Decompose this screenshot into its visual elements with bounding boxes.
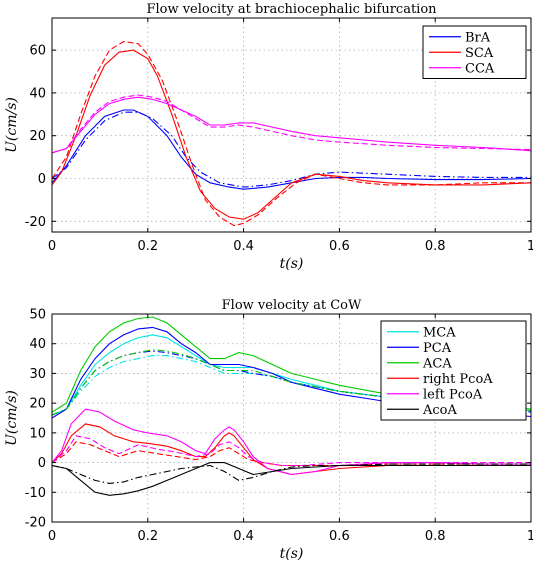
y-tick-label: 20 bbox=[29, 129, 46, 144]
x-tick-label: 0.6 bbox=[329, 529, 350, 544]
y-axis-label: U(cm/s) bbox=[4, 390, 20, 446]
x-axis-label: t(s) bbox=[280, 546, 304, 562]
series-line-magenta-dash bbox=[52, 435, 531, 467]
y-tick-label: -20 bbox=[25, 215, 46, 230]
y-tick-label: 10 bbox=[29, 426, 46, 441]
y-tick-label: 60 bbox=[29, 44, 46, 59]
legend-label: ACA bbox=[422, 356, 452, 371]
y-tick-label: 30 bbox=[29, 367, 46, 382]
chart-title: Flow velocity at brachiocephalic bifurca… bbox=[146, 2, 437, 17]
x-tick-label: 1 bbox=[527, 529, 533, 544]
legend-label: SCA bbox=[465, 46, 494, 61]
series-line-black-dashdot bbox=[52, 463, 531, 484]
legend-label: MCA bbox=[423, 325, 456, 340]
series-line-acoa bbox=[52, 462, 531, 496]
x-tick-label: 0.2 bbox=[137, 239, 158, 254]
series-line-right-pcoa bbox=[52, 423, 531, 476]
y-tick-label: 40 bbox=[29, 337, 46, 352]
y-tick-label: 20 bbox=[29, 397, 46, 412]
y-tick-label: -20 bbox=[25, 516, 46, 531]
x-tick-label: 1 bbox=[527, 239, 533, 254]
x-tick-label: 0.4 bbox=[233, 239, 254, 254]
series-line-bra bbox=[52, 109, 531, 190]
series-line-magenta-dash bbox=[52, 94, 531, 154]
y-axis-label: U(cm/s) bbox=[4, 97, 20, 153]
series-line-red-dash bbox=[52, 441, 531, 467]
plot-frame bbox=[51, 17, 532, 233]
legend-label: right PcoA bbox=[423, 372, 493, 387]
x-tick-label: 0.8 bbox=[425, 529, 446, 544]
chart-2: Flow velocity at CoW 0 0.2 0.4 0.6 0.8 1 -20 -10… bbox=[4, 298, 533, 562]
y-tick-label: -10 bbox=[25, 486, 46, 501]
y-tick-label: 50 bbox=[29, 308, 46, 323]
series-line-green-dashdot bbox=[52, 349, 531, 416]
x-axis-label: t(s) bbox=[280, 256, 304, 272]
y-tick-label: 0 bbox=[38, 456, 46, 471]
legend-label: left PcoA bbox=[423, 387, 483, 402]
series-line-cca bbox=[52, 96, 531, 154]
x-tick-label: 0.2 bbox=[137, 529, 158, 544]
y-tick-label: 0 bbox=[38, 172, 46, 187]
x-tick-label: 0 bbox=[48, 239, 56, 254]
legend-label: BrA bbox=[465, 30, 491, 45]
x-tick-label: 0.4 bbox=[233, 529, 254, 544]
series-line-aca bbox=[52, 316, 531, 413]
legend-label: PCA bbox=[423, 341, 452, 356]
x-tick-label: 0 bbox=[48, 529, 56, 544]
chart-1: Flow velocity at brachiocephalic bifurca… bbox=[4, 2, 533, 272]
y-tick-label: 40 bbox=[29, 86, 46, 101]
series-line-cyan-dashdot bbox=[52, 355, 531, 416]
x-tick-label: 0.6 bbox=[329, 239, 350, 254]
series-line-left-pcoa bbox=[52, 408, 531, 476]
x-tick-label: 0.8 bbox=[425, 239, 446, 254]
legend-box bbox=[380, 320, 527, 421]
chart-title: Flow velocity at CoW bbox=[222, 298, 362, 313]
plot-frame bbox=[51, 313, 532, 523]
legend-label: CCA bbox=[465, 61, 495, 76]
series-line-blue-dashdot bbox=[52, 111, 531, 188]
series-line-sca bbox=[52, 49, 531, 220]
legend-label: AcoA bbox=[422, 403, 457, 418]
